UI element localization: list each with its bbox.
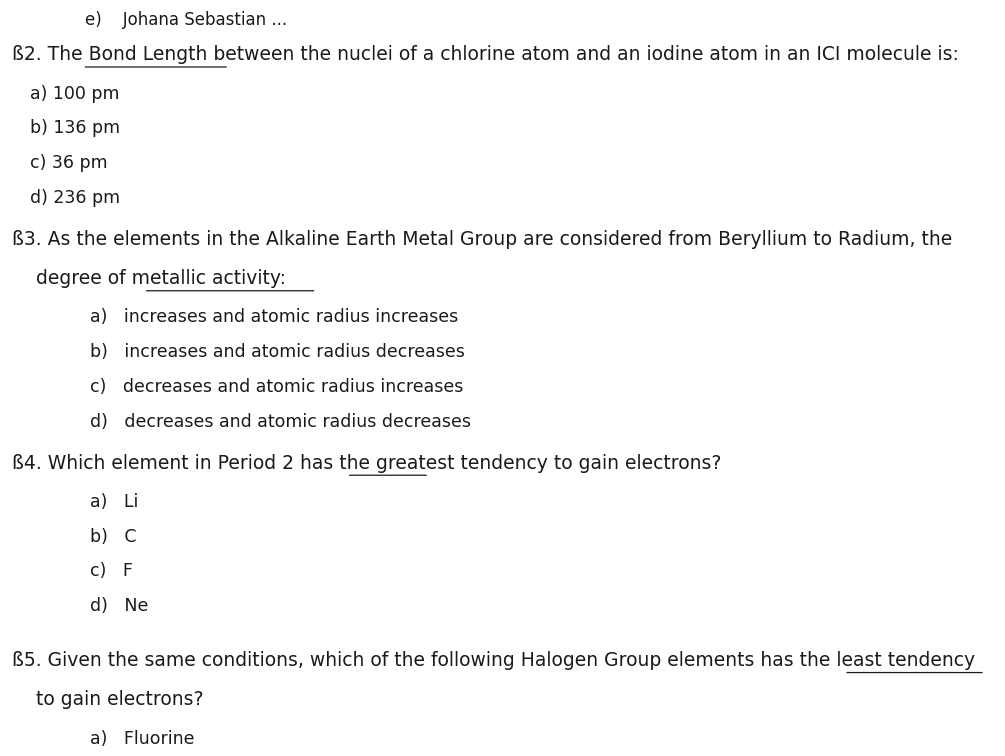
Text: d)   decreases and atomic radius decreases: d) decreases and atomic radius decreases	[90, 413, 471, 431]
Text: a)   Fluorine: a) Fluorine	[90, 730, 195, 748]
Text: d)   Ne: d) Ne	[90, 597, 149, 615]
Text: ß3. As the elements in the Alkaline Earth Metal Group are considered from Beryll: ß3. As the elements in the Alkaline Eart…	[12, 230, 953, 249]
Text: ß2. The Bond Length between the nuclei of a chlorine atom and an iodine atom in : ß2. The Bond Length between the nuclei o…	[12, 45, 959, 64]
Text: b)   increases and atomic radius decreases: b) increases and atomic radius decreases	[90, 343, 465, 361]
Text: a)   increases and atomic radius increases: a) increases and atomic radius increases	[90, 308, 458, 327]
Text: ß4. Which element in Period 2 has the greatest tendency to gain electrons?: ß4. Which element in Period 2 has the gr…	[12, 454, 722, 472]
Text: b)   C: b) C	[90, 528, 137, 546]
Text: d) 236 pm: d) 236 pm	[30, 189, 121, 207]
Text: e)    Johana Sebastian ...: e) Johana Sebastian ...	[85, 11, 287, 29]
Text: c) 36 pm: c) 36 pm	[30, 154, 108, 172]
Text: a) 100 pm: a) 100 pm	[30, 85, 120, 103]
Text: c)   F: c) F	[90, 562, 134, 581]
Text: ß5. Given the same conditions, which of the following Halogen Group elements has: ß5. Given the same conditions, which of …	[12, 651, 975, 670]
Text: b) 136 pm: b) 136 pm	[30, 119, 121, 138]
Text: degree of metallic activity:: degree of metallic activity:	[12, 269, 286, 288]
Text: c)   decreases and atomic radius increases: c) decreases and atomic radius increases	[90, 378, 464, 396]
Text: a)   Li: a) Li	[90, 493, 139, 511]
Text: to gain electrons?: to gain electrons?	[12, 690, 204, 709]
